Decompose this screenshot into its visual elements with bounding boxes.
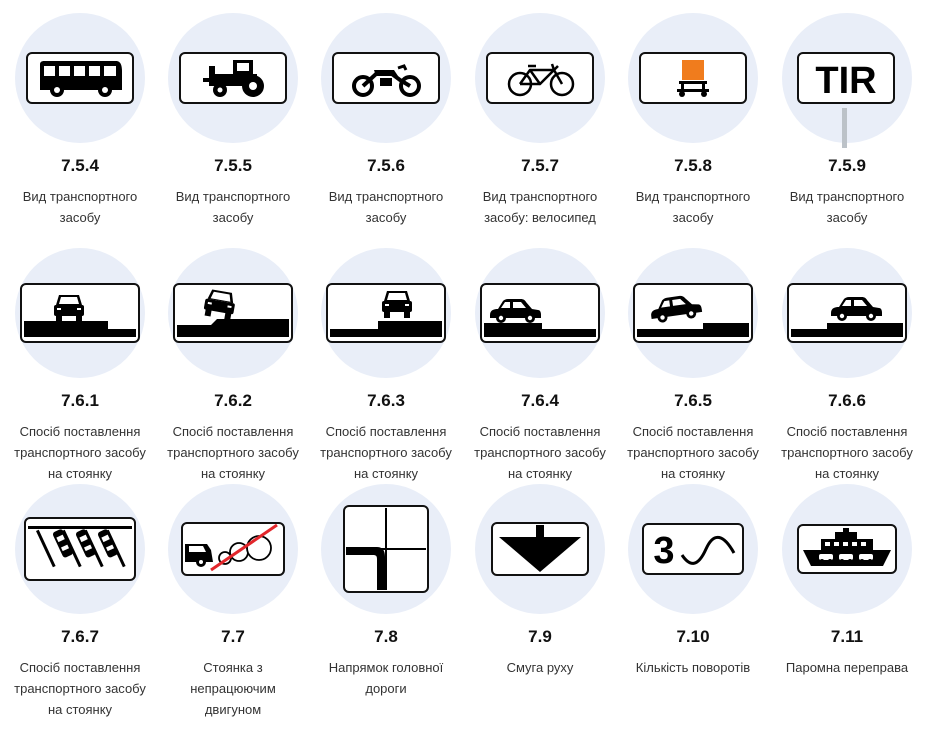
ferry-icon — [797, 524, 897, 574]
tractor-icon — [179, 52, 287, 104]
sign-code: 7.5.6 — [367, 156, 405, 175]
sign-description: Кількість поворотів — [635, 660, 751, 675]
sign-code: 7.5.4 — [61, 156, 99, 175]
engine-off-parking-icon — [181, 522, 285, 576]
sign-code: 7.5.8 — [674, 156, 712, 175]
sign-description: Смуга руху — [506, 660, 574, 675]
sign-code: 7.7 — [221, 627, 245, 646]
parking-car-side-icon — [480, 283, 600, 343]
sign-description: Вид транспортного засобу — [635, 189, 751, 225]
sign-description: Спосіб поставлення транспортного засобу … — [167, 424, 299, 481]
turns-number: 3 — [653, 530, 674, 572]
parking-sidewalk-edge-icon — [326, 283, 446, 343]
tir-icon: TIR — [797, 52, 897, 150]
parking-car-raised-icon — [787, 283, 907, 343]
sign-code: 7.6.1 — [61, 391, 99, 410]
number-of-turns-icon: 3 — [642, 523, 744, 575]
sign-description: Спосіб поставлення транспортного засобу … — [14, 660, 146, 717]
parking-on-road-icon — [20, 283, 140, 343]
sign-description: Спосіб поставлення транспортного засобу … — [320, 424, 452, 481]
sign-code: 7.11 — [830, 627, 864, 646]
sign-code: 7.9 — [528, 627, 552, 646]
bicycle-icon — [486, 52, 594, 104]
sign-code: 7.5.9 — [828, 156, 866, 175]
parking-car-tilted-icon — [633, 283, 753, 343]
sign-code: 7.10 — [676, 627, 710, 646]
sign-description: Вид транспортного засобу: велосипед — [482, 189, 598, 225]
sign-code: 7.8 — [374, 627, 398, 646]
sign-code: 7.6.2 — [214, 391, 252, 410]
sign-description: Спосіб поставлення транспортного засобу … — [781, 424, 913, 481]
motorcycle-icon — [332, 52, 440, 104]
sign-description: Спосіб поставлення транспортного засобу … — [627, 424, 759, 481]
sign-description: Напрямок головної дороги — [328, 660, 444, 696]
main-road-direction-icon — [343, 505, 429, 593]
sign-code: 7.5.5 — [214, 156, 252, 175]
sign-description: Паромна переправа — [785, 660, 909, 675]
sign-description: Стоянка з непрацюючим двигуном — [190, 660, 276, 717]
sign-description: Спосіб поставлення транспортного засобу … — [474, 424, 606, 481]
sign-description: Вид транспортного засобу — [22, 189, 138, 225]
dangerous-cargo-icon — [639, 52, 747, 104]
sign-code: 7.6.4 — [521, 391, 559, 410]
sign-code: 7.5.7 — [521, 156, 559, 175]
sign-description: Вид транспортного засобу — [789, 189, 905, 225]
tir-text: TIR — [815, 60, 876, 102]
parking-angled-icon — [24, 517, 136, 581]
sign-description: Спосіб поставлення транспортного засобу … — [14, 424, 146, 481]
sign-description: Вид транспортного засобу — [328, 189, 444, 225]
sign-code: 7.6.6 — [828, 391, 866, 410]
lane-arrow-icon — [491, 522, 589, 576]
sign-code: 7.6.5 — [674, 391, 712, 410]
sign-code: 7.6.3 — [367, 391, 405, 410]
parking-half-sidewalk-icon — [173, 283, 293, 343]
sign-description: Вид транспортного засобу — [175, 189, 291, 225]
bus-icon — [26, 52, 134, 104]
sign-code: 7.6.7 — [61, 627, 99, 646]
